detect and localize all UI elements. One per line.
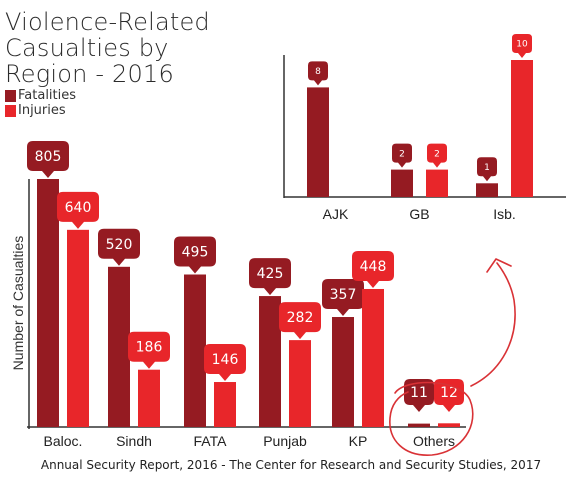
- bar-injuries-others: [438, 423, 460, 427]
- inset-data-label-fatalities-gb-label: 2: [399, 149, 405, 159]
- inset-data-label-injuries-gb-bubble: [427, 143, 447, 168]
- inset-x-tick-label-gb: GB: [409, 206, 429, 222]
- data-label-injuries-punjab-bubble: [279, 302, 321, 340]
- bar-fatalities-kp: [332, 317, 354, 427]
- x-tick-label-baloc: Baloc.: [44, 433, 83, 449]
- data-label-fatalities-kp-label: 357: [330, 287, 357, 303]
- data-label-fatalities-baloc-label: 805: [35, 149, 62, 165]
- bar-injuries-sindh: [138, 369, 160, 427]
- data-label-injuries-fata-label: 146: [212, 352, 239, 368]
- x-tick-label-sindh: Sindh: [116, 433, 152, 449]
- data-label-fatalities-kp-bubble: [322, 279, 364, 317]
- data-label-injuries-sindh-label: 186: [136, 340, 163, 356]
- data-label-injuries-punjab-label: 282: [287, 310, 314, 326]
- source-note: Annual Security Report, 2016 - The Cente…: [40, 458, 542, 472]
- bar-injuries-fata: [214, 382, 236, 427]
- bar-injuries-kp: [362, 288, 384, 427]
- x-tick-label-fata: FATA: [194, 433, 228, 449]
- inset-bar-fatalities-gb: [391, 169, 413, 197]
- data-label-injuries-baloc-label: 640: [65, 200, 92, 216]
- chart-title-line-2: Casualties by: [5, 34, 169, 62]
- inset-data-label-fatalities-isb-label: 1: [484, 163, 490, 173]
- data-label-injuries-others-label: 12: [440, 385, 458, 401]
- x-tick-label-punjab: Punjab: [263, 433, 307, 449]
- legend-label-fatalities: Fatalities: [18, 88, 77, 103]
- data-label-fatalities-others-bubble: [404, 379, 434, 412]
- legend-item-injuries: Injuries: [5, 103, 66, 119]
- legend-swatch-injuries: [5, 105, 16, 117]
- inset-bar-fatalities-isb: [476, 183, 498, 197]
- bar-injuries-baloc: [67, 229, 89, 427]
- bar-fatalities-fata: [184, 274, 206, 427]
- x-tick-label-kp: KP: [349, 433, 368, 449]
- inset-data-label-fatalities-gb-bubble: [392, 143, 412, 168]
- inset-data-label-injuries-isb-label: 10: [516, 40, 528, 50]
- legend-label-injuries: Injuries: [18, 103, 66, 118]
- bar-fatalities-sindh: [108, 266, 130, 427]
- data-label-fatalities-fata-bubble: [174, 236, 216, 274]
- inset-data-label-fatalities-isb-bubble: [477, 157, 497, 182]
- bar-fatalities-baloc: [37, 179, 59, 427]
- data-label-fatalities-punjab-bubble: [249, 258, 291, 296]
- y-axis-label: Number of Casualties: [10, 236, 26, 371]
- bar-fatalities-others: [408, 423, 430, 427]
- data-label-injuries-kp-label: 448: [360, 259, 387, 275]
- inset-x-tick-label-isb: Isb.: [493, 206, 516, 222]
- data-label-fatalities-sindh-bubble: [98, 228, 140, 266]
- annotation-arrow-line: [470, 262, 516, 387]
- data-label-injuries-sindh-bubble: [128, 331, 170, 369]
- inset-x-tick-label-ajk: AJK: [323, 206, 349, 222]
- data-label-injuries-fata-bubble: [204, 344, 246, 382]
- x-tick-label-others: Others: [413, 433, 455, 449]
- inset-data-label-injuries-gb-label: 2: [434, 149, 440, 159]
- inset-data-label-fatalities-ajk-bubble: [308, 61, 328, 86]
- annotation-circle: [389, 381, 474, 456]
- chart-title-line-1: Violence-Related: [5, 8, 210, 36]
- data-label-fatalities-baloc-bubble: [27, 141, 69, 178]
- data-label-fatalities-others-label: 11: [410, 385, 428, 401]
- bar-injuries-punjab: [289, 340, 311, 427]
- data-label-injuries-baloc-bubble: [57, 191, 99, 229]
- chart-title-line-3: Region - 2016: [5, 60, 174, 88]
- inset-data-label-injuries-isb-bubble: [512, 34, 532, 58]
- data-label-fatalities-punjab-label: 425: [257, 266, 284, 282]
- annotation-arrow-head: [486, 258, 512, 273]
- data-label-fatalities-sindh-label: 520: [106, 237, 133, 253]
- data-label-fatalities-fata-label: 495: [182, 245, 209, 261]
- bar-fatalities-punjab: [259, 296, 281, 427]
- inset-bar-fatalities-ajk: [307, 87, 329, 197]
- inset-bar-injuries-isb: [511, 60, 533, 197]
- legend-item-fatalities: Fatalities: [5, 88, 76, 104]
- inset-data-label-fatalities-ajk-label: 8: [315, 67, 321, 77]
- legend-swatch-fatalities: [5, 90, 16, 102]
- data-label-injuries-kp-bubble: [352, 250, 394, 288]
- inset-bar-injuries-gb: [426, 169, 448, 197]
